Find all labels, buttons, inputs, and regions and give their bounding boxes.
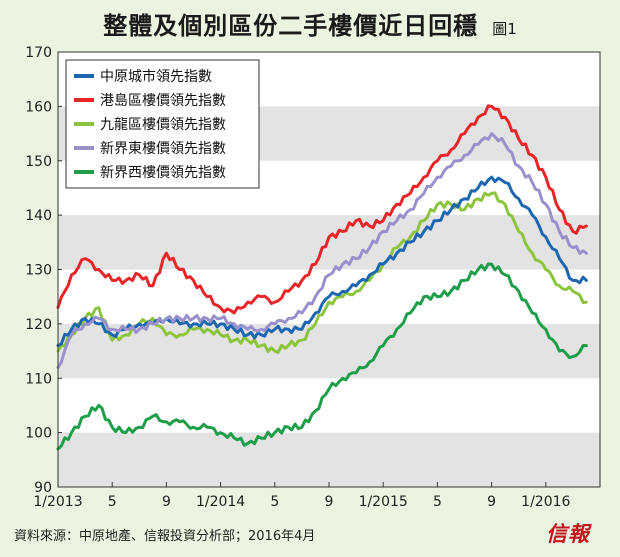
series-line <box>56 262 588 451</box>
publisher-logo: 信報 <box>546 521 590 546</box>
x-tick-label: 5 <box>108 494 117 510</box>
legend-entry: 新界西樓價領先指數 <box>100 164 226 181</box>
x-tick-label: 5 <box>270 494 279 510</box>
x-tick-label: 9 <box>162 494 171 510</box>
series-lines <box>56 104 588 451</box>
chart-title: 整體及個別區份二手樓價近日回穩 <box>103 12 479 40</box>
x-tick-label: 9 <box>325 494 334 510</box>
grid-band <box>58 432 600 487</box>
series-line <box>56 104 588 315</box>
x-tick-label: 1/2014 <box>196 494 245 510</box>
y-tick-label: 170 <box>25 45 52 61</box>
y-tick-label: 90 <box>34 480 52 496</box>
x-tick-label: 1/2013 <box>33 494 82 510</box>
legend-entry: 港島區樓價領先指數 <box>100 92 226 109</box>
title-bar: 整體及個別區份二手樓價近日回穩 圖1 <box>0 6 620 41</box>
y-tick-label: 130 <box>25 263 52 279</box>
legend-entry: 九龍區樓價領先指數 <box>100 116 226 133</box>
x-tick-label: 1/2016 <box>521 494 570 510</box>
y-axis: 90 100 110 120 130 140 150 160 170 <box>25 45 62 496</box>
grid-band <box>58 215 600 270</box>
y-tick-label: 150 <box>25 154 52 170</box>
plot-frame <box>57 51 601 488</box>
x-tick-label: 9 <box>487 494 496 510</box>
figure-label: 圖1 <box>492 20 517 38</box>
series-line <box>56 132 588 369</box>
y-tick-label: 100 <box>25 426 52 442</box>
x-tick-label: 1/2015 <box>359 494 408 510</box>
legend-entry: 中原城市領先指數 <box>100 68 212 85</box>
y-tick-label: 110 <box>25 371 52 387</box>
y-tick-label: 160 <box>25 99 52 115</box>
series-line <box>56 175 588 348</box>
legend-box <box>65 59 260 189</box>
legend-entry: 新界東樓價領先指數 <box>100 140 226 157</box>
x-tick-label: 5 <box>433 494 442 510</box>
legend: 中原城市領先指數港島區樓價領先指數九龍區樓價領先指數新界東樓價領先指數新界西樓價… <box>65 59 260 189</box>
y-tick-label: 140 <box>25 208 52 224</box>
y-tick-label: 120 <box>25 317 52 333</box>
source-note: 資料來源：中原地產、信報投資分析部；2016年4月 <box>14 529 316 544</box>
x-axis: 1/2013 5 9 1/2014 5 9 1/2015 5 9 1/2016 <box>33 482 571 510</box>
grid-band <box>58 323 600 379</box>
